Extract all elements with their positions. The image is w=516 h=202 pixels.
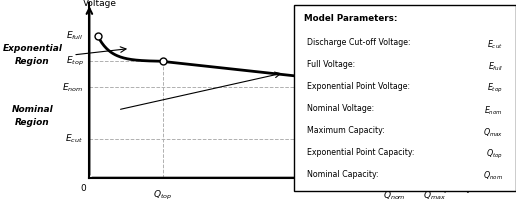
Text: $E_{full}$: $E_{full}$ bbox=[488, 60, 503, 73]
Text: 0: 0 bbox=[80, 184, 86, 193]
Text: Region: Region bbox=[15, 57, 50, 66]
Text: Voltage: Voltage bbox=[83, 0, 117, 8]
Text: $Q_{top}$: $Q_{top}$ bbox=[153, 189, 172, 202]
Text: Model Parameters:: Model Parameters: bbox=[304, 14, 398, 23]
Text: $Q_{max}$: $Q_{max}$ bbox=[483, 126, 503, 139]
Text: $E_{nom}$: $E_{nom}$ bbox=[62, 81, 83, 94]
Text: Region: Region bbox=[15, 118, 50, 127]
Text: Capacity (Ah): Capacity (Ah) bbox=[432, 184, 494, 193]
Text: $E_{nom}$: $E_{nom}$ bbox=[485, 104, 503, 117]
Text: Nominal: Nominal bbox=[12, 105, 53, 114]
Text: Exponential Point Capacity:: Exponential Point Capacity: bbox=[307, 148, 414, 157]
Text: Discharge Cut-off Voltage:: Discharge Cut-off Voltage: bbox=[307, 38, 411, 47]
Text: Nominal Voltage:: Nominal Voltage: bbox=[307, 104, 374, 113]
Text: Exponential Point Voltage:: Exponential Point Voltage: bbox=[307, 82, 410, 91]
Text: Nominal Capacity:: Nominal Capacity: bbox=[307, 170, 379, 179]
Text: $Q_{top}$: $Q_{top}$ bbox=[486, 148, 503, 161]
Text: $Q_{nom}$: $Q_{nom}$ bbox=[383, 189, 406, 202]
Text: $E_{top}$: $E_{top}$ bbox=[66, 55, 83, 68]
Text: Maximum Capacity:: Maximum Capacity: bbox=[307, 126, 384, 135]
Text: $Q_0$: $Q_0$ bbox=[447, 152, 460, 165]
Text: Full Voltage:: Full Voltage: bbox=[307, 60, 355, 69]
Text: $E_{full}$: $E_{full}$ bbox=[66, 29, 83, 42]
Text: $E_{top}$: $E_{top}$ bbox=[487, 82, 503, 95]
Text: $E_{cut}$: $E_{cut}$ bbox=[66, 133, 83, 145]
Text: $E_{cut}$: $E_{cut}$ bbox=[487, 38, 503, 51]
FancyBboxPatch shape bbox=[294, 5, 516, 191]
Text: Exponential: Exponential bbox=[3, 44, 62, 53]
Text: $Q_{nom}$: $Q_{nom}$ bbox=[483, 170, 503, 182]
Text: $Q_{max}$: $Q_{max}$ bbox=[423, 189, 446, 202]
